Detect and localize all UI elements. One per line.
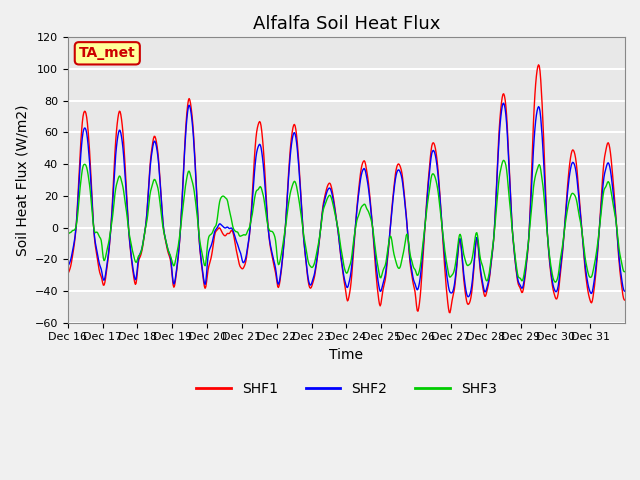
SHF3 [435,196,443,202]
SHF1 [64,271,72,276]
SHF2 [232,236,239,242]
SHF1 [446,310,454,316]
SHF3 [259,192,267,198]
SHF3 [500,157,508,163]
SHF1 [129,270,137,276]
SHF2 [500,100,508,106]
SHF3 [552,279,559,285]
SHF1 [621,297,629,303]
SHF3 [280,232,288,238]
SHF3 [64,231,72,237]
SHF1 [280,237,288,243]
SHF1 [435,180,443,185]
Y-axis label: Soil Heat Flux (W/m2): Soil Heat Flux (W/m2) [15,104,29,256]
SHF2 [464,294,472,300]
SHF2 [280,237,288,243]
Line: SHF2: SHF2 [68,103,625,297]
SHF2 [259,161,267,167]
SHF2 [129,267,137,273]
Text: TA_met: TA_met [79,46,136,60]
SHF1 [534,62,542,68]
X-axis label: Time: Time [330,348,364,362]
SHF3 [621,269,629,275]
Line: SHF1: SHF1 [68,65,625,313]
SHF2 [64,263,72,269]
SHF3 [129,251,137,256]
SHF1 [404,232,412,238]
Line: SHF3: SHF3 [68,160,625,282]
Legend: SHF1, SHF2, SHF3: SHF1, SHF2, SHF3 [191,376,502,401]
SHF1 [232,243,239,249]
SHF3 [232,228,239,234]
SHF1 [259,144,267,150]
SHF2 [621,288,629,294]
SHF2 [404,231,412,237]
SHF3 [404,233,412,239]
Title: Alfalfa Soil Heat Flux: Alfalfa Soil Heat Flux [253,15,440,33]
SHF2 [435,183,443,189]
